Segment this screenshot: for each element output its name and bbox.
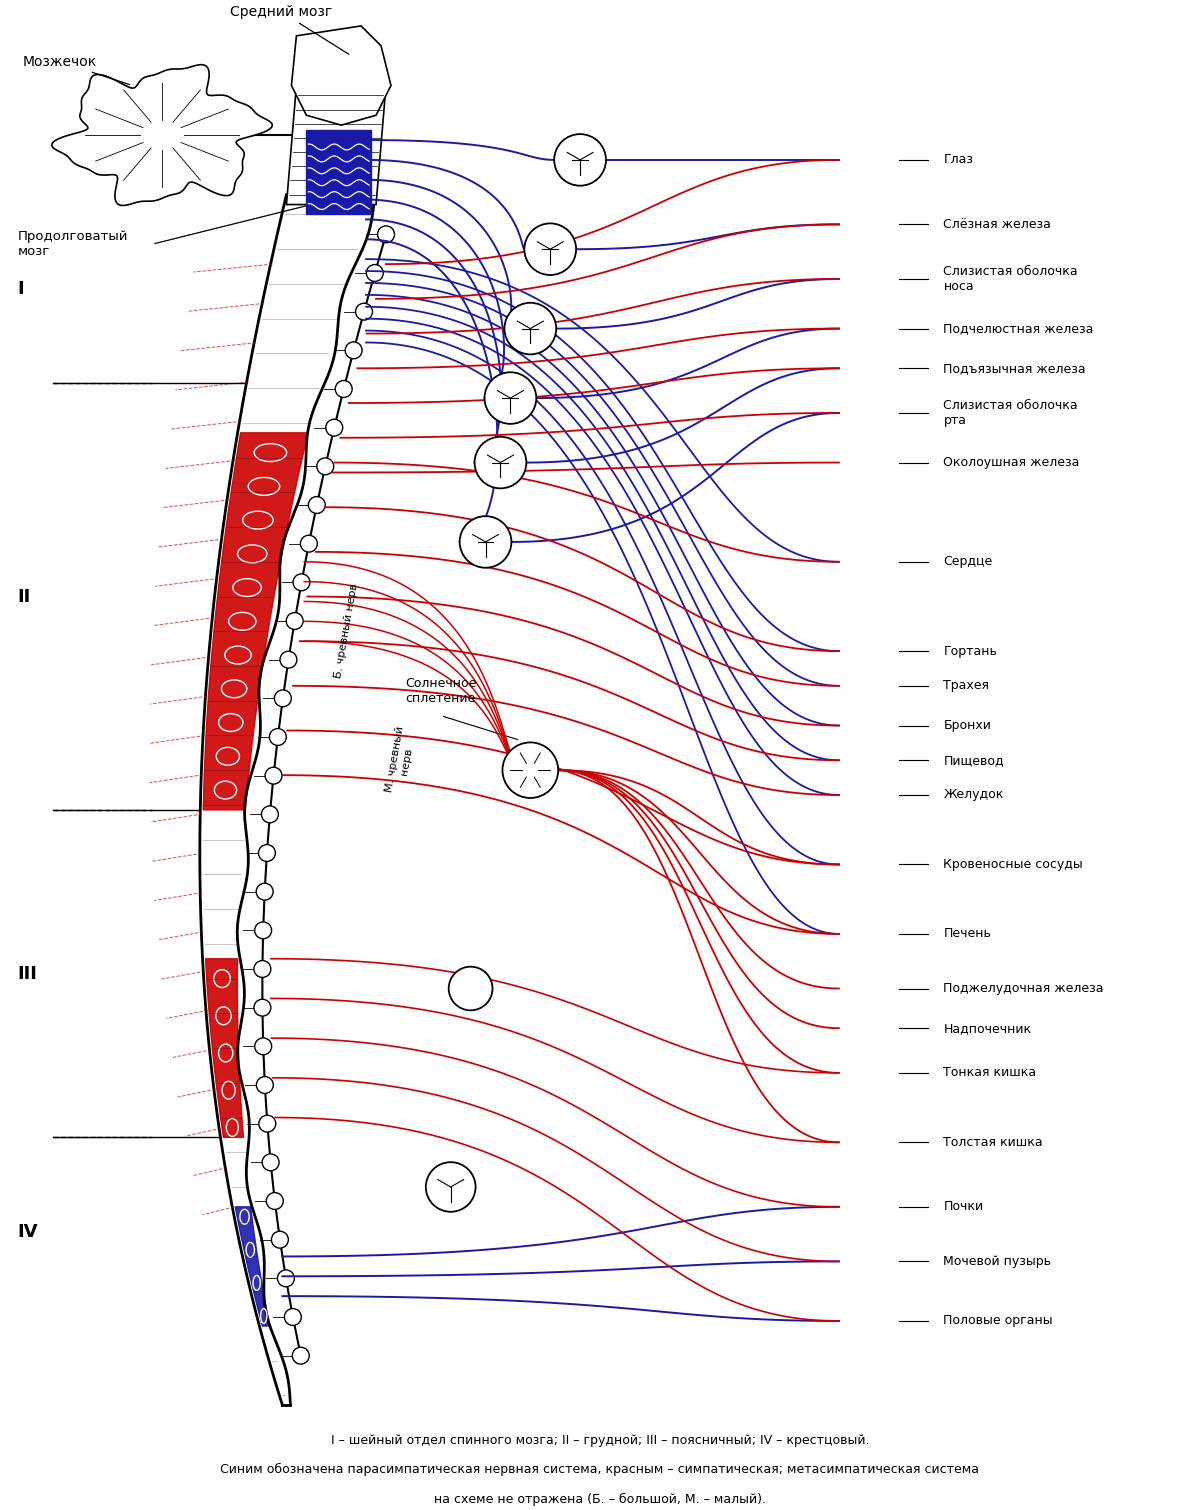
Circle shape xyxy=(554,134,606,186)
Text: Сердце: Сердце xyxy=(943,556,992,568)
Text: Слёзная железа: Слёзная железа xyxy=(943,217,1051,231)
Circle shape xyxy=(355,304,372,320)
Text: Б. чревный нерв: Б. чревный нерв xyxy=(332,583,359,680)
Circle shape xyxy=(257,883,274,900)
Circle shape xyxy=(293,1347,310,1364)
Circle shape xyxy=(426,1163,475,1213)
Text: Гортань: Гортань xyxy=(943,645,997,658)
Text: Подъязычная железа: Подъязычная железа xyxy=(943,362,1086,374)
Circle shape xyxy=(485,373,536,424)
Circle shape xyxy=(300,535,317,553)
Polygon shape xyxy=(203,433,308,809)
Polygon shape xyxy=(200,195,374,1406)
Circle shape xyxy=(275,690,292,707)
Text: Пищевод: Пищевод xyxy=(943,753,1004,767)
Circle shape xyxy=(258,844,275,861)
Text: III: III xyxy=(18,965,37,983)
Text: Мозжечок: Мозжечок xyxy=(23,54,130,85)
Circle shape xyxy=(378,226,395,243)
Circle shape xyxy=(366,264,383,281)
Text: Солнечное
сплетение: Солнечное сплетение xyxy=(406,676,476,705)
Circle shape xyxy=(259,1116,276,1132)
Text: Поджелудочная железа: Поджелудочная железа xyxy=(943,982,1104,995)
Circle shape xyxy=(257,1077,274,1093)
Polygon shape xyxy=(235,1206,270,1326)
Text: Толстая кишка: Толстая кишка xyxy=(943,1136,1043,1149)
Circle shape xyxy=(524,223,576,275)
Text: I: I xyxy=(18,279,24,297)
Text: Желудок: Желудок xyxy=(943,788,1003,802)
Circle shape xyxy=(284,1309,301,1326)
Circle shape xyxy=(271,1231,288,1249)
Text: I – шейный отдел спинного мозга; II – грудной; III – поясничный; IV – крестцовый: I – шейный отдел спинного мозга; II – гр… xyxy=(331,1433,869,1447)
Circle shape xyxy=(266,1193,283,1210)
Circle shape xyxy=(346,341,362,359)
Polygon shape xyxy=(287,86,386,204)
Circle shape xyxy=(262,806,278,823)
Polygon shape xyxy=(205,959,244,1137)
Circle shape xyxy=(503,743,558,797)
Text: Подчелюстная железа: Подчелюстная железа xyxy=(943,322,1093,335)
Text: Тонкая кишка: Тонкая кишка xyxy=(943,1066,1037,1080)
Text: М. чревный
нерв: М. чревный нерв xyxy=(384,725,418,796)
Circle shape xyxy=(335,381,352,397)
Circle shape xyxy=(265,767,282,784)
Circle shape xyxy=(262,1154,280,1170)
Circle shape xyxy=(287,613,304,630)
Circle shape xyxy=(254,1037,271,1055)
Polygon shape xyxy=(306,130,371,214)
Circle shape xyxy=(277,1270,294,1287)
Text: на схеме не отражена (Б. – большой, М. – малый).: на схеме не отражена (Б. – большой, М. –… xyxy=(434,1493,766,1505)
Circle shape xyxy=(308,497,325,513)
Circle shape xyxy=(269,728,287,746)
Polygon shape xyxy=(292,26,391,125)
Text: Почки: Почки xyxy=(943,1200,984,1214)
Circle shape xyxy=(449,966,492,1010)
Circle shape xyxy=(254,960,271,977)
Text: Трахея: Трахея xyxy=(943,680,990,693)
Text: IV: IV xyxy=(18,1223,38,1241)
Text: Продолговатый
мозг: Продолговатый мозг xyxy=(18,230,128,258)
Text: Надпочечник: Надпочечник xyxy=(943,1022,1032,1034)
Circle shape xyxy=(254,1000,271,1016)
Circle shape xyxy=(325,420,343,436)
Text: Синим обозначена парасимпатическая нервная система, красным – симпатическая; мет: Синим обозначена парасимпатическая нервн… xyxy=(221,1463,979,1477)
Text: Кровеносные сосуды: Кровеносные сосуды xyxy=(943,858,1084,871)
Text: Глаз: Глаз xyxy=(943,154,973,166)
Circle shape xyxy=(474,436,527,488)
Text: Средний мозг: Средний мозг xyxy=(230,5,349,54)
Circle shape xyxy=(460,516,511,568)
Circle shape xyxy=(317,458,334,474)
Circle shape xyxy=(504,304,557,355)
Text: Слизистая оболочка
носа: Слизистая оболочка носа xyxy=(943,264,1078,293)
Text: Печень: Печень xyxy=(943,927,991,941)
Polygon shape xyxy=(52,65,272,205)
Circle shape xyxy=(280,651,296,667)
Text: II: II xyxy=(18,587,31,606)
Text: Околоушная железа: Околоушная железа xyxy=(943,456,1080,470)
Text: Мочевой пузырь: Мочевой пузырь xyxy=(943,1255,1051,1268)
Circle shape xyxy=(254,923,271,939)
Circle shape xyxy=(293,574,310,590)
Text: Слизистая оболочка
рта: Слизистая оболочка рта xyxy=(943,399,1078,427)
Text: Бронхи: Бронхи xyxy=(943,719,991,732)
Text: Половые органы: Половые органы xyxy=(943,1314,1054,1327)
